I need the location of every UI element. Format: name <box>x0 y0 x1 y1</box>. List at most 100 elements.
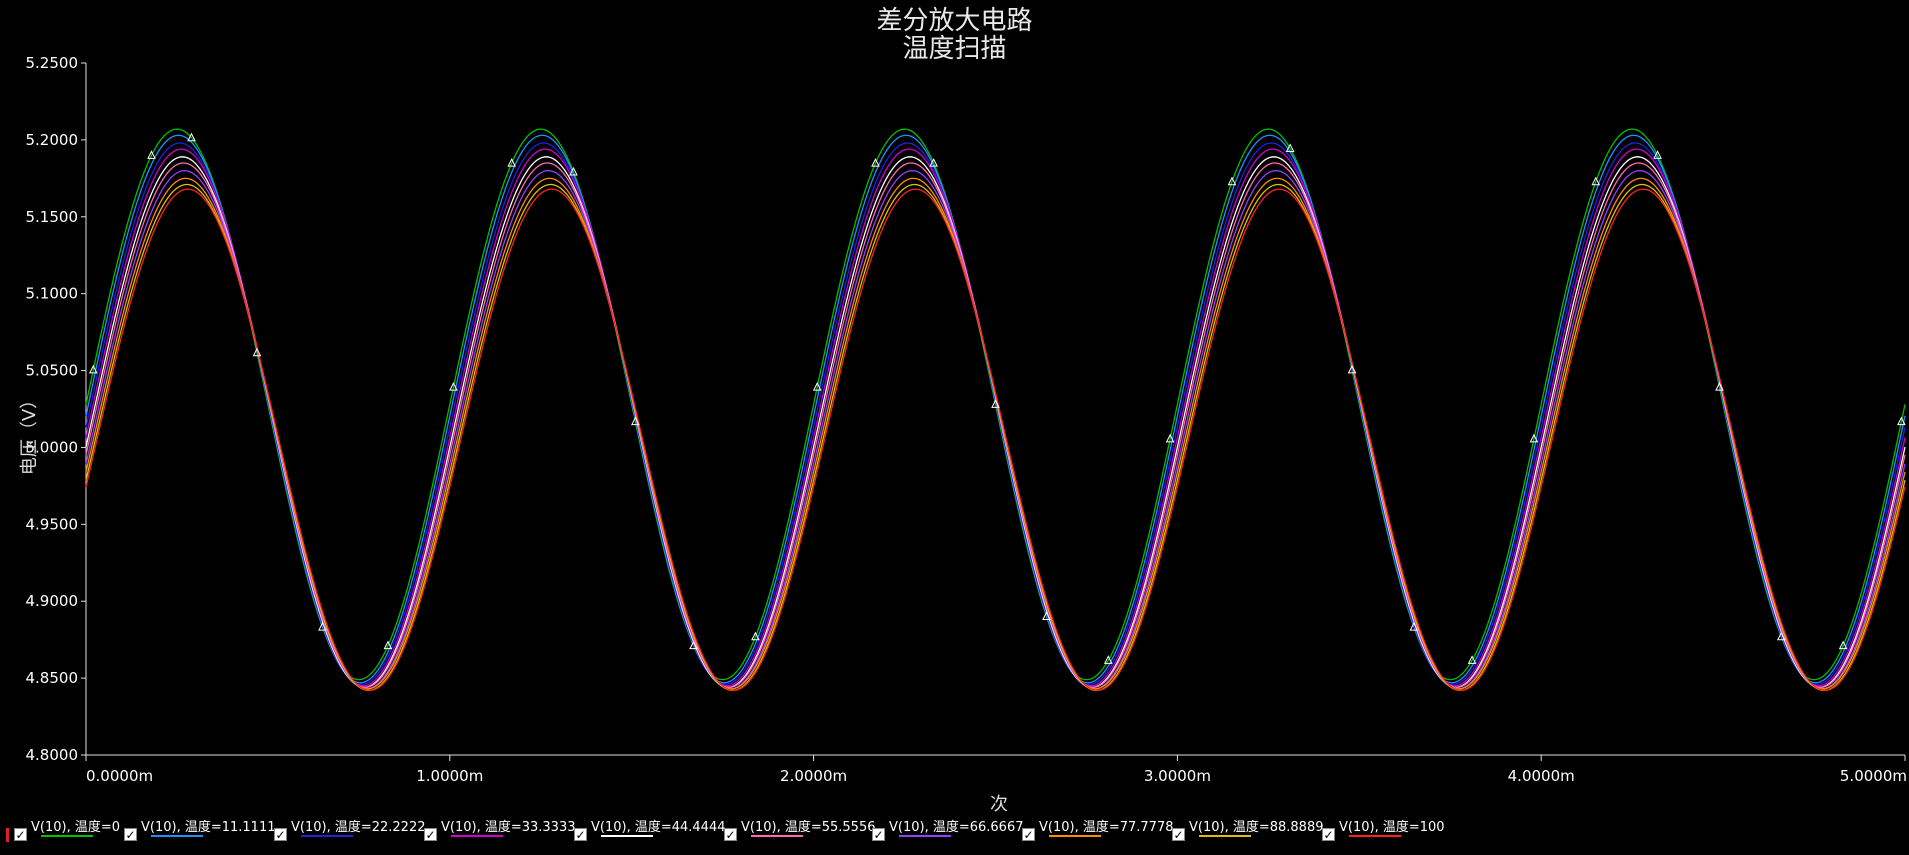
legend-item[interactable]: ✓ V(10), 温度=100 <box>1322 816 1445 844</box>
legend-label: V(10), 温度=66.6667 <box>889 820 1024 835</box>
series-line-2 <box>85 142 1906 685</box>
data-marker <box>751 631 760 641</box>
legend-checkbox[interactable]: ✓ <box>724 828 737 842</box>
data-marker <box>991 399 1000 408</box>
legend: ✓ V(10), 温度=0 ✓ V(10), 温度=11.1111 ✓ V(10), 温度… <box>0 816 1909 846</box>
legend-swatch <box>1049 835 1101 837</box>
legend-label: V(10), 温度=88.8889 <box>1189 820 1324 835</box>
legend-checkbox[interactable]: ✓ <box>1022 828 1035 842</box>
legend-checkbox[interactable]: ✓ <box>872 828 885 842</box>
data-marker <box>1776 631 1786 641</box>
legend-checkbox[interactable]: ✓ <box>1172 828 1185 842</box>
series-line-3 <box>85 148 1906 687</box>
y-tick-label: 5.0500 <box>26 362 79 380</box>
tick-labels: 4.8000 4.8500 4.9000 4.9500 5.0000 5.0500 5.10… <box>26 54 1908 785</box>
legend-selection-marker <box>6 828 9 842</box>
legend-checkbox[interactable]: ✓ <box>274 828 287 842</box>
chart-subtitle: 温度扫描 <box>902 34 1007 64</box>
series-line-7 <box>85 177 1906 690</box>
data-marker <box>1715 381 1724 391</box>
data-marker <box>88 364 98 374</box>
x-tick-label: 5.0000m <box>1840 767 1907 785</box>
legend-item[interactable]: ✓ V(10), 温度=33.3333 <box>424 816 576 844</box>
data-marker <box>1227 176 1237 186</box>
legend-item[interactable]: ✓ V(10), 温度=11.1111 <box>124 816 276 844</box>
legend-item[interactable]: ✓ V(10), 温度=0 <box>14 816 120 844</box>
x-tick-label: 4.0000m <box>1508 767 1575 785</box>
y-tick-label: 4.8500 <box>26 669 79 687</box>
legend-swatch <box>301 835 353 837</box>
data-marker <box>1591 176 1601 186</box>
legend-checkbox[interactable]: ✓ <box>1322 828 1335 842</box>
data-marker <box>689 640 698 650</box>
legend-swatch <box>41 835 93 837</box>
data-marker <box>1042 611 1051 620</box>
y-axis-label: 电压（V） <box>19 390 41 476</box>
legend-label: V(10), 温度=77.7778 <box>1039 820 1174 835</box>
data-marker <box>383 640 393 650</box>
x-tick-label: 2.0000m <box>780 767 847 785</box>
data-marker <box>871 158 880 167</box>
data-marker <box>507 158 516 167</box>
y-tick-label: 5.1000 <box>26 285 79 303</box>
data-marker <box>569 166 578 176</box>
y-tick-label: 5.0000 <box>26 438 79 456</box>
series-line-8 <box>85 183 1906 692</box>
legend-checkbox[interactable]: ✓ <box>14 828 27 842</box>
data-marker <box>449 381 458 391</box>
data-marker <box>318 621 327 631</box>
legend-checkbox[interactable]: ✓ <box>574 828 587 842</box>
legend-label: V(10), 温度=44.4444 <box>591 820 726 835</box>
data-marker <box>1103 655 1113 664</box>
data-marker <box>1897 416 1906 426</box>
data-marker <box>1165 433 1175 443</box>
series-line-6 <box>85 169 1906 690</box>
legend-label: V(10), 温度=100 <box>1339 820 1445 835</box>
data-marker <box>1467 655 1477 664</box>
legend-checkbox[interactable]: ✓ <box>424 828 437 842</box>
x-tick-label: 1.0000m <box>416 767 483 785</box>
legend-swatch <box>151 835 203 837</box>
y-tick-label: 5.2000 <box>26 131 79 149</box>
y-tick-label: 5.1500 <box>26 208 79 226</box>
data-marker <box>1653 150 1662 159</box>
legend-item[interactable]: ✓ V(10), 温度=66.6667 <box>872 816 1024 844</box>
legend-swatch <box>601 835 653 837</box>
legend-item[interactable]: ✓ V(10), 温度=77.7778 <box>1022 816 1174 844</box>
legend-swatch <box>751 835 803 837</box>
x-tick-label: 3.0000m <box>1144 767 1211 785</box>
data-marker <box>252 347 262 357</box>
data-marker <box>1529 433 1539 443</box>
data-marker <box>929 158 938 167</box>
legend-label: V(10), 温度=0 <box>31 820 121 835</box>
legend-item[interactable]: ✓ V(10), 温度=55.5556 <box>724 816 876 844</box>
data-marker <box>1347 364 1357 374</box>
data-marker <box>147 150 156 159</box>
series-lines <box>85 128 1906 692</box>
chart-title: 差分放大电路 <box>876 6 1033 36</box>
series-line-1 <box>85 134 1906 684</box>
x-tick-label: 0.0000m <box>86 767 153 785</box>
series-line-4 <box>85 156 1906 688</box>
data-marker <box>187 132 196 142</box>
legend-item[interactable]: ✓ V(10), 温度=22.2222 <box>274 816 426 844</box>
data-marker <box>1285 143 1295 152</box>
legend-swatch <box>899 835 951 837</box>
data-marker <box>1838 640 1848 650</box>
y-tick-label: 4.9000 <box>26 592 79 610</box>
axes <box>81 62 1906 761</box>
data-marker <box>1409 621 1419 631</box>
x-axis-label: 次 <box>990 794 1008 815</box>
legend-item[interactable]: ✓ V(10), 温度=88.8889 <box>1172 816 1324 844</box>
legend-swatch <box>1199 835 1251 837</box>
legend-swatch <box>451 835 503 837</box>
data-marker <box>812 381 822 391</box>
legend-swatch <box>1349 835 1401 837</box>
legend-label: V(10), 温度=33.3333 <box>441 820 576 835</box>
series-line-9 <box>85 188 1906 692</box>
legend-label: V(10), 温度=11.1111 <box>141 820 276 835</box>
legend-item[interactable]: ✓ V(10), 温度=44.4444 <box>574 816 726 844</box>
y-tick-label: 5.2500 <box>26 54 79 72</box>
legend-checkbox[interactable]: ✓ <box>124 828 137 842</box>
